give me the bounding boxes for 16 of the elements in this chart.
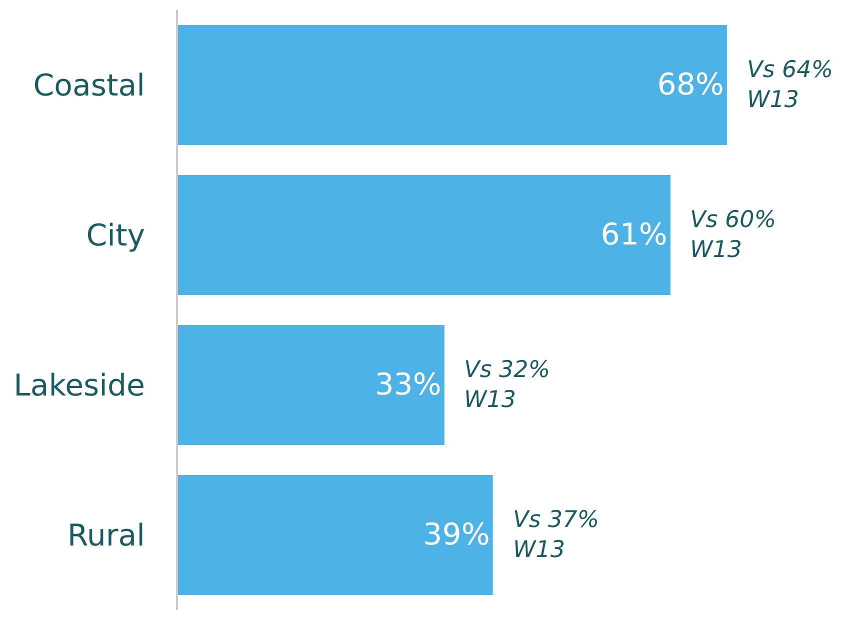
y-tick-label: Coastal — [33, 68, 145, 104]
data-label: 39% — [423, 518, 490, 552]
bar — [178, 475, 493, 595]
annotation: Vs 37% W13 — [513, 507, 600, 563]
y-tick-label: City — [86, 218, 145, 254]
y-tick-label: Lakeside — [14, 368, 145, 404]
annotation: Vs 64% W13 — [747, 57, 834, 113]
annotation: Vs 32% W13 — [464, 357, 550, 413]
data-label: 61% — [600, 218, 668, 252]
y-tick-label: Rural — [67, 518, 145, 554]
data-label: 68% — [657, 68, 724, 102]
data-label: 33% — [374, 368, 442, 402]
bar — [178, 25, 727, 145]
bar — [178, 325, 444, 445]
annotation: Vs 60% W13 — [690, 207, 776, 263]
bar — [178, 175, 670, 295]
